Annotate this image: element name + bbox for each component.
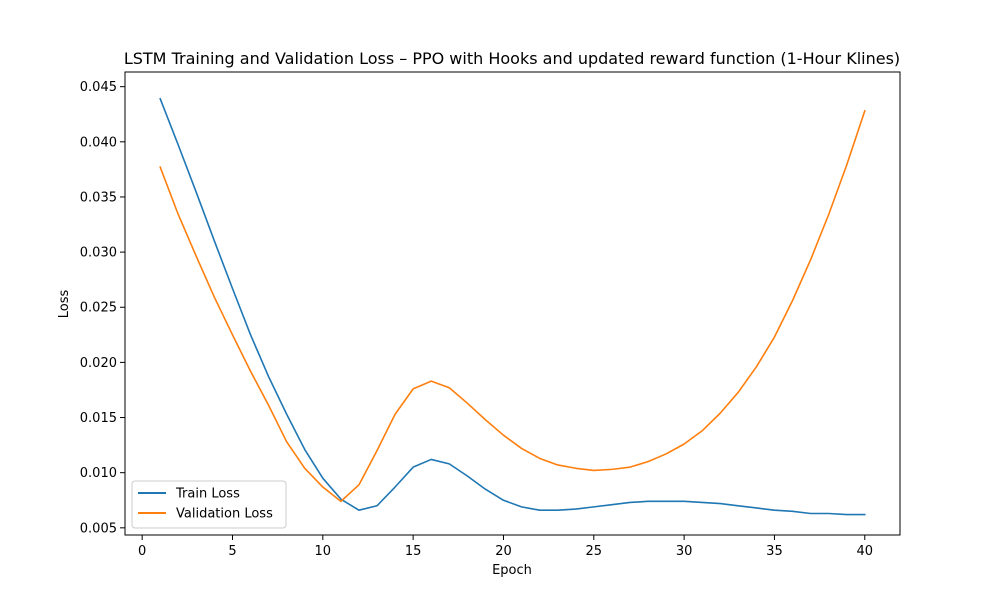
series-line-train-loss xyxy=(159,97,866,516)
x-tick-label: 5 xyxy=(228,544,236,559)
y-tick-label: 0.025 xyxy=(80,301,117,316)
y-tick-label: 0.040 xyxy=(80,135,117,150)
plot-area xyxy=(124,71,901,536)
series-layer xyxy=(159,97,866,516)
y-tick-label: 0.030 xyxy=(80,246,117,261)
y-axis-label: Loss xyxy=(57,290,72,319)
x-tick-label: 40 xyxy=(856,544,873,559)
x-tick-label: 10 xyxy=(315,544,332,559)
axes-frame xyxy=(124,71,901,536)
x-axis-ticks: 0 5 10 15 20 25 30 35 40 xyxy=(138,535,873,559)
legend-label-train-loss: Train Loss xyxy=(175,487,240,502)
x-tick-label: 15 xyxy=(405,544,422,559)
legend-label-validation-loss: Validation Loss xyxy=(176,507,273,522)
x-tick-label: 0 xyxy=(138,544,146,559)
y-tick-label: 0.010 xyxy=(80,466,117,481)
series-line-validation-loss xyxy=(159,109,866,503)
x-axis-label: Epoch xyxy=(492,563,532,578)
x-tick-label: 20 xyxy=(495,544,512,559)
y-tick-label: 0.045 xyxy=(80,80,117,95)
x-tick-label: 25 xyxy=(586,544,603,559)
x-tick-label: 35 xyxy=(766,544,783,559)
chart-title: LSTM Training and Validation Loss – PPO … xyxy=(124,49,900,68)
y-tick-label: 0.035 xyxy=(80,190,117,205)
x-tick-label: 30 xyxy=(676,544,693,559)
axes-background xyxy=(125,72,900,535)
y-tick-label: 0.005 xyxy=(80,521,117,536)
y-tick-label: 0.020 xyxy=(80,356,117,371)
legend: Train Loss Validation Loss xyxy=(131,480,287,529)
y-tick-label: 0.015 xyxy=(80,411,117,426)
legend-box xyxy=(131,480,287,529)
y-axis-ticks: 0.005 0.010 0.015 0.020 0.025 0.030 0.035 0.040… xyxy=(80,80,125,536)
